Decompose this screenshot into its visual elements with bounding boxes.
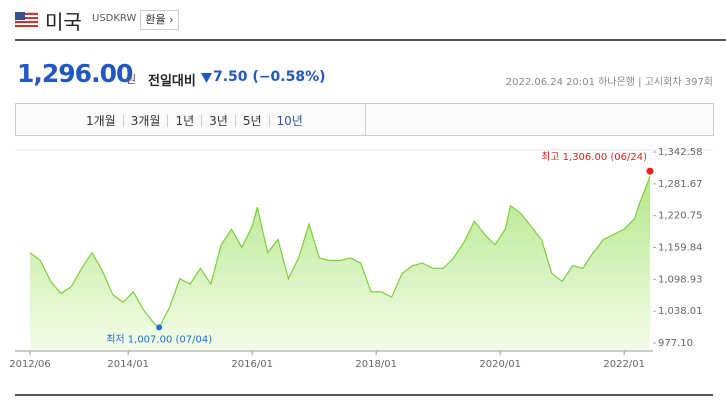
rate-button[interactable]: 환율 › xyxy=(140,10,179,30)
bank: 하나은행 xyxy=(598,77,635,88)
x-tick-label: 2014/01 xyxy=(107,359,149,370)
flag-icon xyxy=(15,12,38,27)
tab[interactable]: 3년 xyxy=(201,115,235,127)
y-tick-label: 1,281.67 xyxy=(658,179,703,190)
x-tick-label: 2012/06 xyxy=(9,359,51,370)
round: 고시회차 397회 xyxy=(644,77,713,88)
tab-divider xyxy=(365,104,366,135)
rate-button-label[interactable]: 환율 xyxy=(145,13,166,26)
max-label: 최고 1,306.00 (06/24) xyxy=(541,151,647,163)
max-dot xyxy=(646,167,654,175)
datetime: 2022.06.24 20:01 xyxy=(505,77,595,88)
min-dot xyxy=(156,324,163,331)
tab[interactable]: 3개월 xyxy=(122,115,168,127)
chart: 1,342.58 1,281.67 1,220.75 1,159.84 1,098.93… xyxy=(9,147,713,396)
x-tick-label: 2016/01 xyxy=(231,359,273,370)
tab-bar: 1개월 3개월 1년 3년 5년 10년 xyxy=(15,103,714,136)
price-line xyxy=(29,176,651,329)
y-tick-label: 1,220.75 xyxy=(658,211,703,222)
x-tick-label: 2018/01 xyxy=(355,359,397,370)
country: 미국 xyxy=(45,10,82,34)
change-label: 전일대비 xyxy=(148,74,196,89)
y-tick-label: 977.10 xyxy=(658,338,693,349)
y-tick-label: 1,159.84 xyxy=(658,243,703,254)
tabs: 1개월 3개월 1년 3년 5년 10년 xyxy=(79,114,310,128)
x-tick-label: 2020/01 xyxy=(479,359,521,370)
tab[interactable]: 1년 xyxy=(167,115,201,127)
tab[interactable]: 10년 xyxy=(268,115,310,127)
x-tick-label: 2022/01 xyxy=(603,359,645,370)
y-tick-label: 1,342.58 xyxy=(658,147,703,158)
down-triangle xyxy=(201,73,212,83)
y-tick-label: 1,038.01 xyxy=(658,306,703,317)
price: 1,296.00 xyxy=(17,59,133,88)
y-tick-label: 1,098.93 xyxy=(658,274,703,285)
tab[interactable]: 1개월 xyxy=(86,114,116,128)
area-fill xyxy=(30,176,650,350)
code: USDKRW xyxy=(92,13,137,24)
min-label: 최저 1,007.00 (07/04) xyxy=(106,333,212,345)
divider xyxy=(15,39,726,41)
tab[interactable]: 5년 xyxy=(234,115,269,127)
change: 7.50 (−0.58%) xyxy=(213,69,326,85)
meta: 2022.06.24 20:01 하나은행 | 고시회차 397회 xyxy=(505,77,713,88)
price-unit: 원 xyxy=(126,73,137,86)
